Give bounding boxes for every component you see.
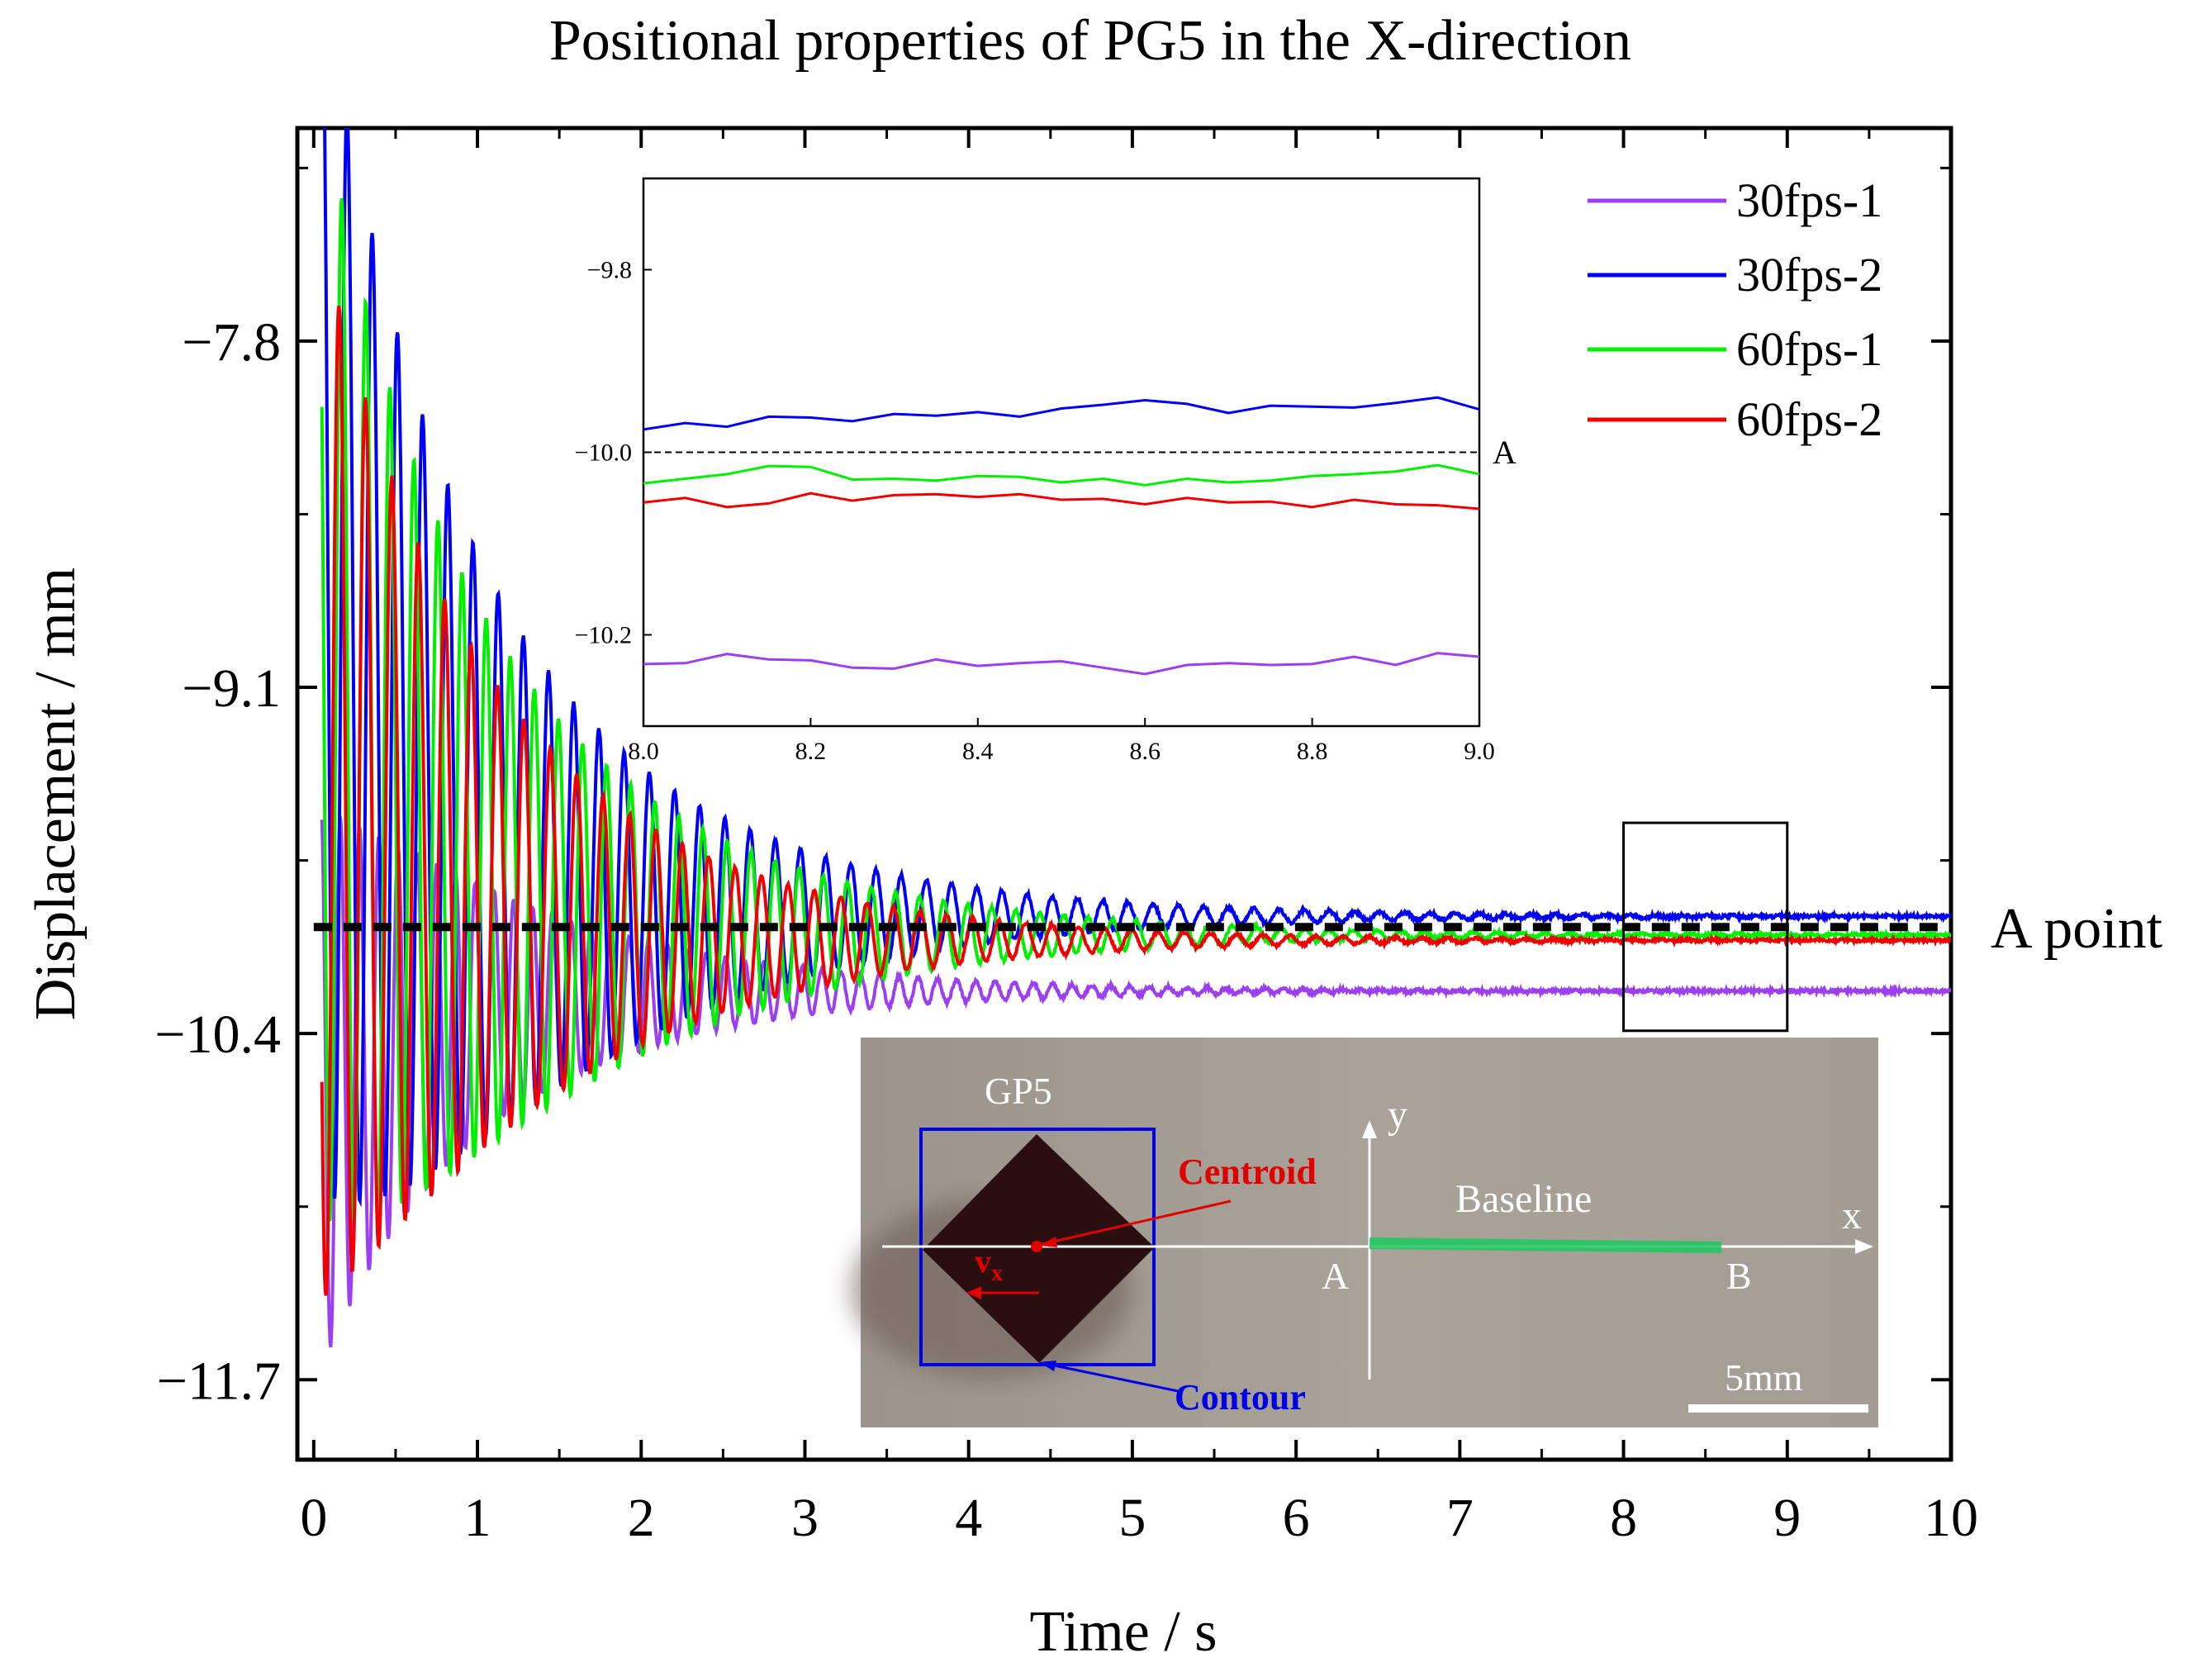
inset-series-line-60fps-1 (643, 463, 1479, 487)
x-tick-label: 8 (1610, 1488, 1637, 1548)
x-tick-label: 5 (1118, 1488, 1146, 1548)
centroid-pointer-arrowhead (1039, 1237, 1057, 1247)
series-line-30fps-1 (320, 816, 1951, 1347)
inset-y-tick-label: −9.8 (587, 257, 632, 284)
y-tick-label: −10.4 (154, 1004, 281, 1065)
vx-label-main: v (975, 1242, 991, 1280)
legend-label-30fps-2: 30fps-2 (1736, 248, 1882, 302)
scale-bar-label: 5mm (1725, 1356, 1803, 1399)
x-tick-label: 10 (1924, 1488, 1978, 1548)
photo-inset: GP5 y x Centroid Contour Baseline A B vx… (851, 1038, 1878, 1427)
vx-label: vx (975, 1242, 1003, 1286)
inset-chart: 8.0 8.2 8.4 8.6 8.8 9.0 −9.8 −10.0 −10.2 A (575, 177, 1517, 766)
point-b-label: B (1726, 1255, 1752, 1297)
inset-series-line-30fps-1 (643, 652, 1479, 676)
x-axis-label: Time / s (1030, 1600, 1218, 1664)
y-axis-arrowhead (1362, 1120, 1377, 1138)
legend-label-60fps-2: 60fps-2 (1736, 392, 1882, 446)
x-tick-label: 0 (300, 1488, 327, 1548)
reference-line-label: A point (1991, 897, 2163, 961)
vx-arrowhead (966, 1286, 981, 1299)
inset-x-tick-label: 8.4 (962, 738, 994, 765)
centroid-pointer (1042, 1199, 1232, 1246)
series-line-60fps-1 (320, 198, 1951, 1223)
vx-label-sub: x (991, 1261, 1003, 1286)
contour-pointer (1042, 1361, 1179, 1393)
inset-x-tick-label: 8.2 (795, 738, 827, 765)
inset-series-line-30fps-2 (643, 396, 1479, 431)
inset-x-tick-label: 8.6 (1129, 738, 1161, 765)
centroid-label: Centroid (1178, 1152, 1317, 1192)
x-tick-label: 1 (464, 1488, 491, 1548)
inset-reference-label: A (1493, 434, 1517, 471)
gp5-label: GP5 (985, 1070, 1052, 1112)
inset-x-tick-label: 8.8 (1297, 738, 1328, 765)
inset-axis-ticks: 8.0 8.2 8.4 8.6 8.8 9.0 −9.8 −10.0 −10.2 (575, 257, 1495, 766)
contour-pointer-arrowhead (1039, 1361, 1056, 1371)
x-tick-label: 7 (1446, 1488, 1474, 1548)
inset-series-layer (643, 396, 1479, 676)
y-tick-label: −7.8 (182, 312, 281, 373)
inset-y-tick-label: −10.2 (575, 622, 632, 649)
contour-label: Contour (1175, 1377, 1306, 1418)
inset-x-tick-label: 9.0 (1464, 738, 1495, 765)
y-tick-label: −9.1 (182, 658, 281, 719)
main-axis-ticks: 0 1 2 3 4 5 6 7 8 9 10 −7.8 −9.1 −10.4 −11.7 (154, 128, 1978, 1548)
x-axis-photo-label: x (1842, 1194, 1862, 1237)
inset-y-tick-label: −10.0 (575, 439, 632, 467)
point-a-label: A (1322, 1255, 1349, 1297)
x-axis-arrowhead (1855, 1239, 1873, 1254)
chart-title: Positional properties of PG5 in the X-di… (549, 9, 1631, 73)
inset-series-line-60fps-2 (643, 492, 1479, 511)
x-tick-label: 4 (955, 1488, 982, 1548)
x-tick-label: 3 (791, 1488, 819, 1548)
series-line-60fps-2 (320, 306, 1951, 1296)
inset-x-tick-label: 8.0 (628, 738, 659, 765)
legend-label-60fps-1: 60fps-1 (1736, 322, 1882, 376)
legend-label-30fps-1: 30fps-1 (1736, 173, 1882, 227)
baseline-label: Baseline (1455, 1177, 1592, 1221)
x-tick-label: 9 (1773, 1488, 1801, 1548)
scale-bar (1688, 1404, 1868, 1413)
x-tick-label: 2 (628, 1488, 655, 1548)
main-series-layer (320, 128, 1951, 1347)
centroid-point (1031, 1241, 1042, 1252)
inset-frame (642, 177, 1481, 728)
y-tick-label: −11.7 (157, 1351, 281, 1411)
zoom-box (1622, 821, 1789, 1033)
y-axis-label: Displacement / mm (24, 568, 88, 1020)
y-axis-photo-label: y (1388, 1093, 1407, 1137)
baseline-marker (1369, 1237, 1722, 1253)
x-tick-label: 6 (1283, 1488, 1310, 1548)
legend: 30fps-1 30fps-2 60fps-1 60fps-2 (1588, 173, 1882, 446)
